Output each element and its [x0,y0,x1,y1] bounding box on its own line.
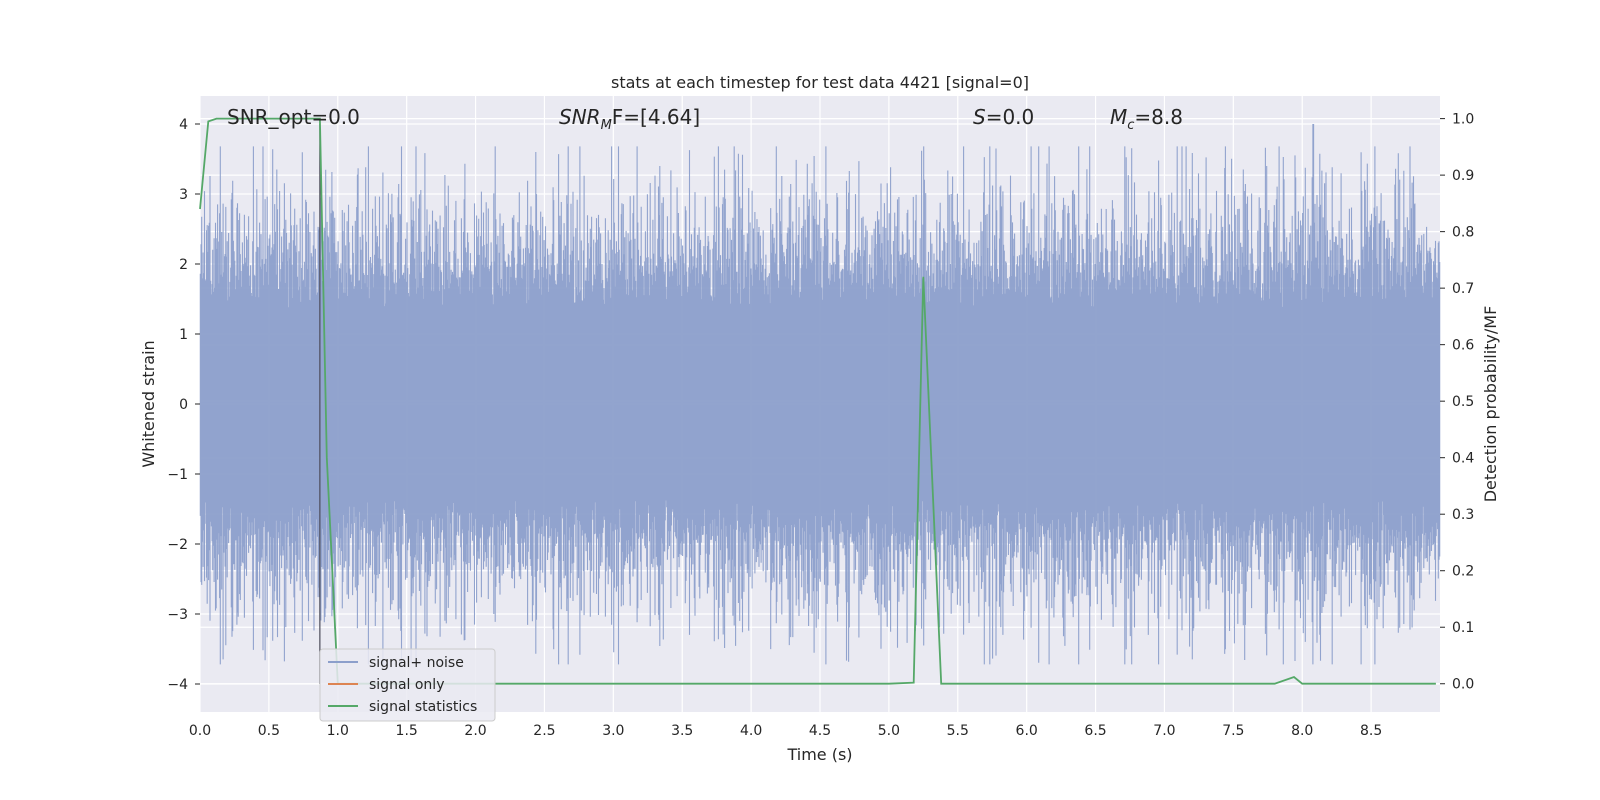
x-tick-label: 0.0 [189,723,211,739]
x-tick-label: 2.5 [533,723,555,739]
left-tick-label: −2 [167,537,188,553]
left-tick-label: 4 [179,117,188,133]
left-tick-label: 2 [179,257,188,273]
signal-statistics-line [199,117,1436,685]
annotation-snr-mf-main: SNR [559,105,601,129]
noise-series [199,124,1441,684]
x-tick-label: 5.5 [947,723,969,739]
annotation-mc-main: M [1110,105,1127,129]
x-tick-label: 1.0 [327,723,349,739]
right-tick-label: 0.4 [1452,451,1474,467]
left-axis-ticks: 4 3 2 1 0 −1 −2 −3 −4 [167,117,200,693]
right-tick-label: 0.3 [1452,507,1474,523]
x-tick-label: 7.0 [1153,723,1175,739]
annotation-snr-mf: SNRMF=[4.64] [559,105,700,133]
legend-label-signal-noise: signal+ noise [369,655,464,671]
left-tick-label: −3 [167,607,188,623]
left-tick-label: −1 [167,467,188,483]
x-tick-label: 6.0 [1016,723,1038,739]
annotation-s: S=0.0 [973,105,1034,129]
x-tick-label: 8.5 [1360,723,1382,739]
x-tick-label: 2.0 [464,723,486,739]
annotation-s-main: S [973,105,986,129]
x-tick-label: 8.0 [1291,723,1313,739]
x-tick-label: 3.5 [671,723,693,739]
right-tick-label: 0.2 [1452,564,1474,580]
x-tick-label: 0.5 [258,723,280,739]
right-tick-label: 0.9 [1452,168,1474,184]
right-axis-ticks: 1.0 0.9 0.8 0.7 0.6 0.5 0.4 0.3 0.2 0.1 0.0 [1440,112,1474,693]
legend-label-signal-statistics: signal statistics [369,699,477,715]
legend-label-signal-only: signal only [369,677,444,693]
annotation-snr-mf-rest: F=[4.64] [612,105,700,129]
left-tick-label: −4 [167,677,188,693]
legend-box [319,648,496,722]
x-axis-ticks: 0.0 0.5 1.0 1.5 2.0 2.5 3.0 3.5 4.0 4.5 5.0 5.5 6.0 6… [189,723,1382,739]
annotation-snr-mf-sub: M [601,118,612,133]
x-tick-label: 4.0 [740,723,762,739]
annotation-mc: Mc=8.8 [1110,105,1183,133]
annotation-mc-sub: c [1127,118,1134,133]
x-tick-label: 1.5 [396,723,418,739]
statistics-series [199,117,1436,685]
x-tick-label: 3.0 [602,723,624,739]
left-axis-label: Whitened strain [139,340,158,467]
x-tick-label: 5.0 [878,723,900,739]
annotation-s-rest: =0.0 [986,105,1035,129]
right-tick-label: 0.5 [1452,394,1474,410]
right-tick-label: 0.8 [1452,225,1474,241]
legend: signal+ noise signal only signal statist… [319,648,496,722]
right-tick-label: 0.1 [1452,620,1474,636]
left-tick-label: 0 [179,397,188,413]
right-tick-label: 0.0 [1452,677,1474,693]
x-tick-label: 4.5 [809,723,831,739]
right-tick-label: 0.6 [1452,338,1474,354]
right-axis-label: Detection probability/MF [1481,306,1500,503]
right-tick-label: 0.7 [1452,281,1474,297]
left-tick-label: 3 [179,187,188,203]
left-tick-label: 1 [179,327,188,343]
x-axis-label: Time (s) [786,745,852,764]
annotation-snr-opt: SNR_opt=0.0 [227,105,360,129]
chart-title: stats at each timestep for test data 442… [611,73,1029,92]
x-tick-label: 7.5 [1222,723,1244,739]
signal-noise-line [199,124,1441,665]
right-tick-label: 1.0 [1452,112,1474,128]
annotation-mc-rest: =8.8 [1134,105,1183,129]
x-tick-label: 6.5 [1084,723,1106,739]
